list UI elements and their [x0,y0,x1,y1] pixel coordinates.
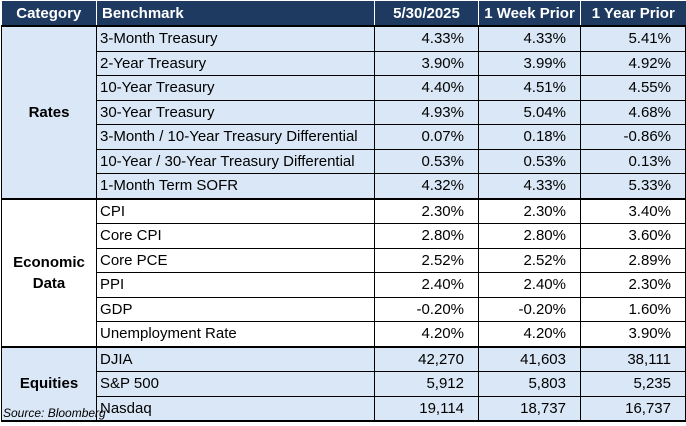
section-economic-data: Economic Data CPI 2.30% 2.30% 3.40% Core CPI 2… [1,197,686,348]
value-year-prior-cell: 4.55% [580,75,686,101]
value-week-prior-cell: 4.33% [478,173,581,200]
table-row: Unemployment Rate 4.20% 4.20% 3.90% [2,321,686,348]
value-year-prior-cell: 16,737 [580,396,686,422]
value-week-prior-cell: 4.20% [478,321,581,348]
table-row: 10-Year / 30-Year Treasury Differential 0… [2,149,686,174]
benchmark-cell: Nasdaq [96,396,375,422]
header-date-week-prior: 1 Week Prior [478,1,581,26]
table-row: Core CPI 2.80% 2.80% 3.60% [2,223,686,249]
value-week-prior-cell: 0.53% [478,149,581,174]
benchmark-cell: GDP [96,297,375,322]
value-current-cell: 2.80% [374,223,479,249]
value-year-prior-cell: 3.90% [580,321,686,348]
value-week-prior-cell: 5.04% [478,100,581,125]
value-year-prior-cell: 38,111 [580,345,686,372]
table-row: Rates 3-Month Treasury 4.33% 4.33% 5.41% [1,25,686,200]
header-benchmark: Benchmark [96,1,375,26]
benchmark-cell: 10-Year / 30-Year Treasury Differential [96,149,375,174]
benchmark-cell: 3-Month Treasury [96,25,375,52]
table-row: Nasdaq 19,114 18,737 16,737 [2,396,686,422]
value-current-cell: 4.20% [374,321,479,348]
value-week-prior-cell: -0.20% [478,297,581,322]
value-current-cell: 4.33% [374,25,479,52]
value-week-prior-cell: 2.40% [478,272,581,298]
value-week-prior-cell: 5,803 [478,371,581,397]
benchmark-cell: 2-Year Treasury [96,51,375,76]
section-rates: Rates 3-Month Treasury 4.33% 4.33% 5.41% 2-Ye… [1,25,686,200]
value-current-cell: 0.07% [374,124,479,150]
value-year-prior-cell: -0.86% [580,124,686,150]
value-current-cell: 2.30% [374,197,479,224]
value-year-prior-cell: 3.60% [580,223,686,249]
value-current-cell: 2.52% [374,248,479,273]
table-row: Core PCE 2.52% 2.52% 2.89% [2,248,686,273]
value-week-prior-cell: 3.99% [478,51,581,76]
benchmark-cell: PPI [96,272,375,298]
value-current-cell: 4.93% [374,100,479,125]
table-row: Economic Data CPI 2.30% 2.30% 3.40% [1,197,686,348]
value-week-prior-cell: 41,603 [478,345,581,372]
benchmark-cell: Core CPI [96,223,375,249]
value-current-cell: 42,270 [374,345,479,372]
value-current-cell: 19,114 [374,396,479,422]
value-week-prior-cell: 2.52% [478,248,581,273]
value-week-prior-cell: 0.18% [478,124,581,150]
value-week-prior-cell: 4.33% [478,25,581,52]
header-date-year-prior: 1 Year Prior [580,1,686,26]
category-label: Rates [1,25,97,200]
value-year-prior-cell: 1.60% [580,297,686,322]
value-week-prior-cell: 2.80% [478,223,581,249]
table-row: GDP -0.20% -0.20% 1.60% [2,297,686,322]
table-row: 30-Year Treasury 4.93% 5.04% 4.68% [2,100,686,125]
benchmark-cell: S&P 500 [96,371,375,397]
value-week-prior-cell: 2.30% [478,197,581,224]
value-year-prior-cell: 5,235 [580,371,686,397]
header-date-current: 5/30/2025 [374,1,479,26]
section-equities: Equities DJIA 42,270 41,603 38,111 S&P 500 5,9… [1,345,686,422]
table-row: PPI 2.40% 2.40% 2.30% [2,272,686,298]
header-row: Category Benchmark 5/30/2025 1 Week Prio… [1,1,686,26]
benchmark-cell: Unemployment Rate [96,321,375,348]
value-week-prior-cell: 4.51% [478,75,581,101]
table-row: Equities DJIA 42,270 41,603 38,111 [1,345,686,422]
benchmark-cell: 3-Month / 10-Year Treasury Differential [96,124,375,150]
benchmark-cell: DJIA [96,345,375,372]
benchmark-cell: 1-Month Term SOFR [96,173,375,200]
benchmark-cell: 30-Year Treasury [96,100,375,125]
table-row: 2-Year Treasury 3.90% 3.99% 4.92% [2,51,686,76]
table-row: 3-Month / 10-Year Treasury Differential 0… [2,124,686,150]
value-year-prior-cell: 3.40% [580,197,686,224]
value-current-cell: 0.53% [374,149,479,174]
value-current-cell: 3.90% [374,51,479,76]
value-year-prior-cell: 5.41% [580,25,686,52]
value-current-cell: 4.40% [374,75,479,101]
header-category: Category [1,1,97,26]
value-week-prior-cell: 18,737 [478,396,581,422]
category-label: Equities [1,345,97,422]
table-row: 10-Year Treasury 4.40% 4.51% 4.55% [2,75,686,101]
value-current-cell: 5,912 [374,371,479,397]
benchmark-cell: Core PCE [96,248,375,273]
source-note: Source: Bloomberg [3,406,106,420]
category-label: Economic Data [1,197,97,348]
value-year-prior-cell: 4.92% [580,51,686,76]
value-year-prior-cell: 2.89% [580,248,686,273]
value-year-prior-cell: 5.33% [580,173,686,200]
value-current-cell: -0.20% [374,297,479,322]
value-year-prior-cell: 0.13% [580,149,686,174]
benchmark-cell: CPI [96,197,375,224]
table-row: S&P 500 5,912 5,803 5,235 [2,371,686,397]
value-year-prior-cell: 4.68% [580,100,686,125]
value-year-prior-cell: 2.30% [580,272,686,298]
benchmark-cell: 10-Year Treasury [96,75,375,101]
table-row: 1-Month Term SOFR 4.32% 4.33% 5.33% [2,173,686,200]
value-current-cell: 2.40% [374,272,479,298]
value-current-cell: 4.32% [374,173,479,200]
